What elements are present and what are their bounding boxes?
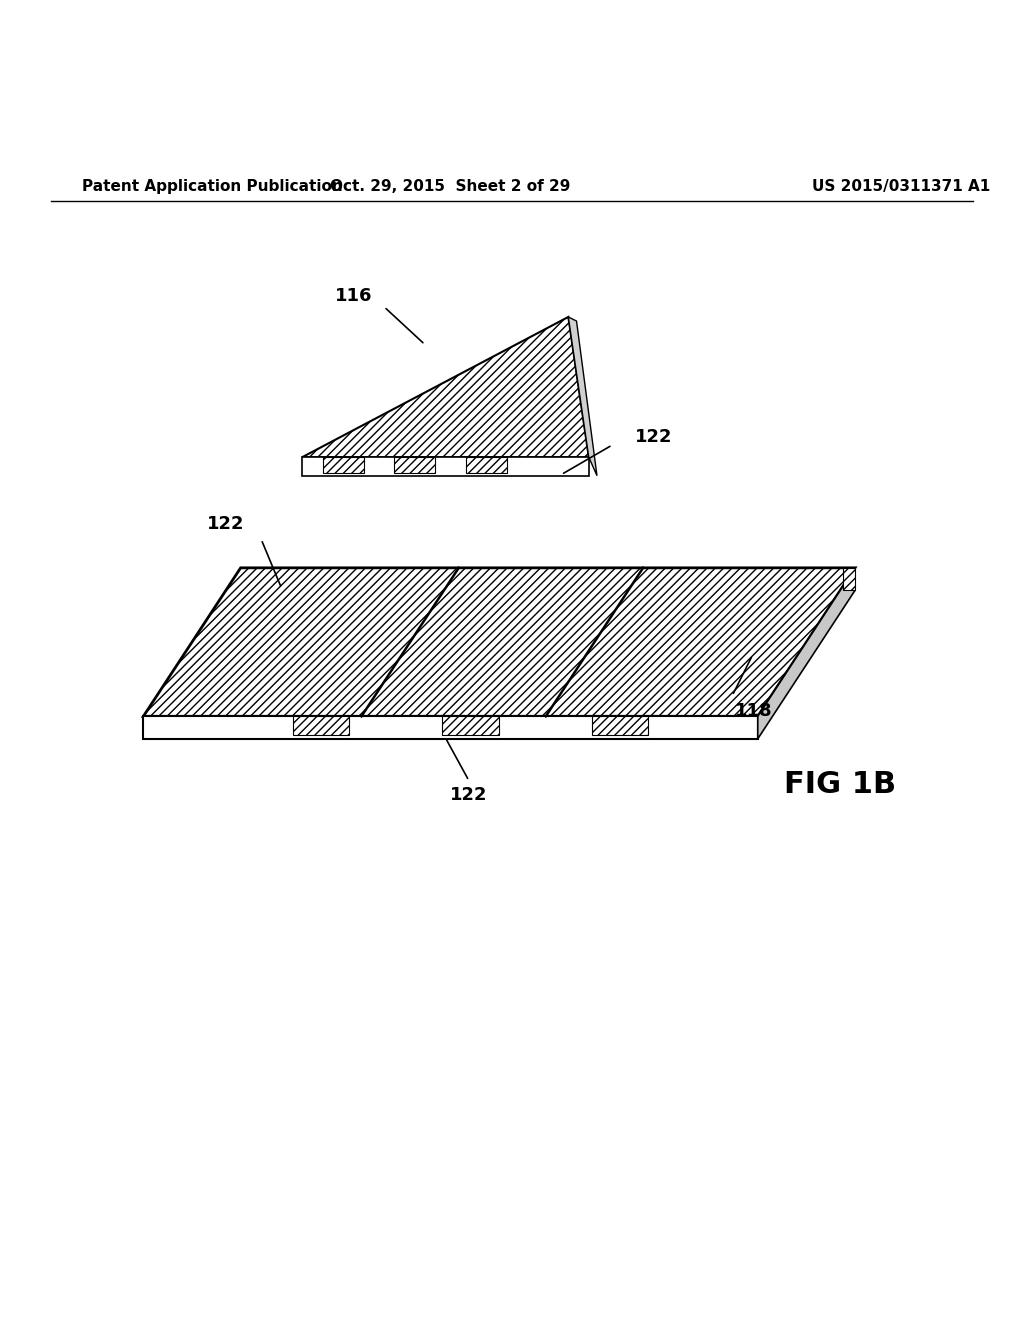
Polygon shape — [394, 457, 435, 473]
Polygon shape — [568, 317, 597, 475]
Polygon shape — [302, 457, 589, 475]
Text: 122: 122 — [207, 515, 244, 533]
Text: 122: 122 — [635, 428, 673, 446]
Polygon shape — [143, 717, 758, 739]
Polygon shape — [293, 717, 349, 735]
Polygon shape — [592, 717, 648, 735]
Polygon shape — [758, 568, 855, 739]
Text: 122: 122 — [451, 787, 487, 804]
Polygon shape — [143, 568, 855, 717]
Polygon shape — [302, 317, 589, 457]
Polygon shape — [323, 457, 364, 473]
Text: Patent Application Publication: Patent Application Publication — [82, 180, 343, 194]
Polygon shape — [843, 568, 855, 590]
Polygon shape — [466, 457, 507, 473]
Polygon shape — [442, 717, 499, 735]
Text: FIG 1B: FIG 1B — [783, 771, 896, 800]
Text: US 2015/0311371 A1: US 2015/0311371 A1 — [812, 180, 990, 194]
Text: 116: 116 — [335, 288, 372, 305]
Text: 118: 118 — [735, 702, 773, 721]
Text: Oct. 29, 2015  Sheet 2 of 29: Oct. 29, 2015 Sheet 2 of 29 — [331, 180, 570, 194]
